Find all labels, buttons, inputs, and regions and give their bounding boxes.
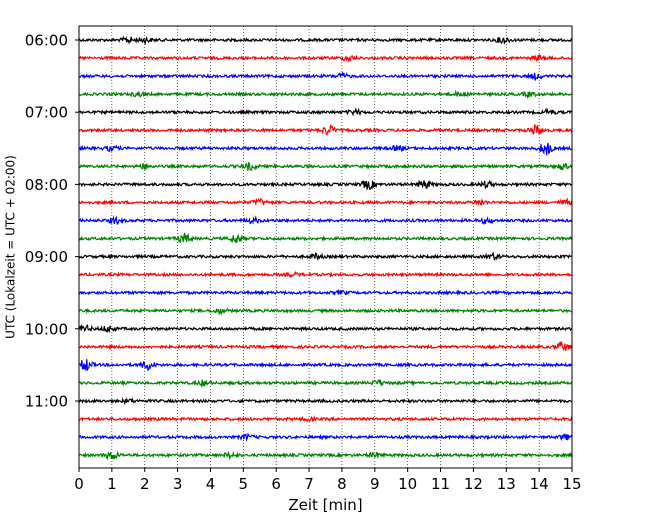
trace-0600 (78, 35, 573, 46)
trace-0800 (78, 179, 573, 190)
x-tick-label: 15 (562, 475, 581, 493)
trace-0815 (78, 197, 573, 207)
x-tick-label: 1 (107, 475, 117, 493)
trace-0930 (78, 288, 573, 297)
trace-0730 (78, 142, 573, 156)
x-tick-label: 9 (370, 475, 380, 493)
trace-0830 (78, 215, 573, 226)
trace-0700 (78, 107, 573, 117)
y-tick-label: 10:00 (25, 320, 68, 338)
trace-0900 (78, 251, 573, 262)
x-axis-label: Zeit [min] (288, 496, 362, 514)
x-tick-label: 7 (304, 475, 314, 493)
x-tick-label: 13 (497, 475, 516, 493)
y-tick-label: 11:00 (25, 393, 68, 411)
trace-1100 (78, 397, 573, 406)
y-tick-label: 08:00 (25, 176, 68, 194)
y-axis-label: UTC (Lokalzeit = UTC + 02:00) (4, 155, 18, 339)
seismic-traces (78, 35, 573, 461)
x-tick-label: 6 (271, 475, 281, 493)
x-tick-label: 12 (464, 475, 483, 493)
plot-frame (78, 25, 573, 469)
trace-1000 (78, 323, 573, 334)
trace-0845 (78, 232, 573, 244)
x-tick-label: 10 (398, 475, 417, 493)
x-tick-label: 11 (431, 475, 450, 493)
trace-0645 (78, 89, 573, 99)
trace-1030 (78, 359, 573, 372)
trace-1115 (78, 414, 573, 423)
y-tick-label: 09:00 (25, 248, 68, 266)
y-tick-label: 06:00 (25, 32, 68, 50)
x-tick-label: 14 (530, 475, 549, 493)
trace-1145 (78, 450, 573, 461)
x-tick-label: 8 (337, 475, 347, 493)
trace-0715 (78, 124, 573, 136)
x-tick-label: 5 (239, 475, 249, 493)
trace-0615 (78, 54, 573, 63)
y-axis-ticks: 06:00 07:00 08:00 09:00 10:00 11:00 (25, 32, 79, 411)
y-tick-label: 07:00 (25, 104, 68, 122)
x-tick-label: 0 (74, 475, 84, 493)
trace-0945 (79, 307, 573, 316)
trace-0745 (78, 161, 573, 171)
trace-1045 (78, 379, 573, 388)
x-tick-label: 3 (173, 475, 183, 493)
trace-0630 (78, 71, 573, 82)
trace-1130 (78, 432, 573, 442)
x-tick-label: 2 (140, 475, 150, 493)
x-axis-ticks: 0 1 2 3 4 5 6 7 8 9 10 11 12 13 14 15 (74, 468, 582, 493)
trace-1015 (78, 341, 573, 352)
x-tick-label: 4 (206, 475, 216, 493)
trace-0915 (78, 270, 573, 278)
